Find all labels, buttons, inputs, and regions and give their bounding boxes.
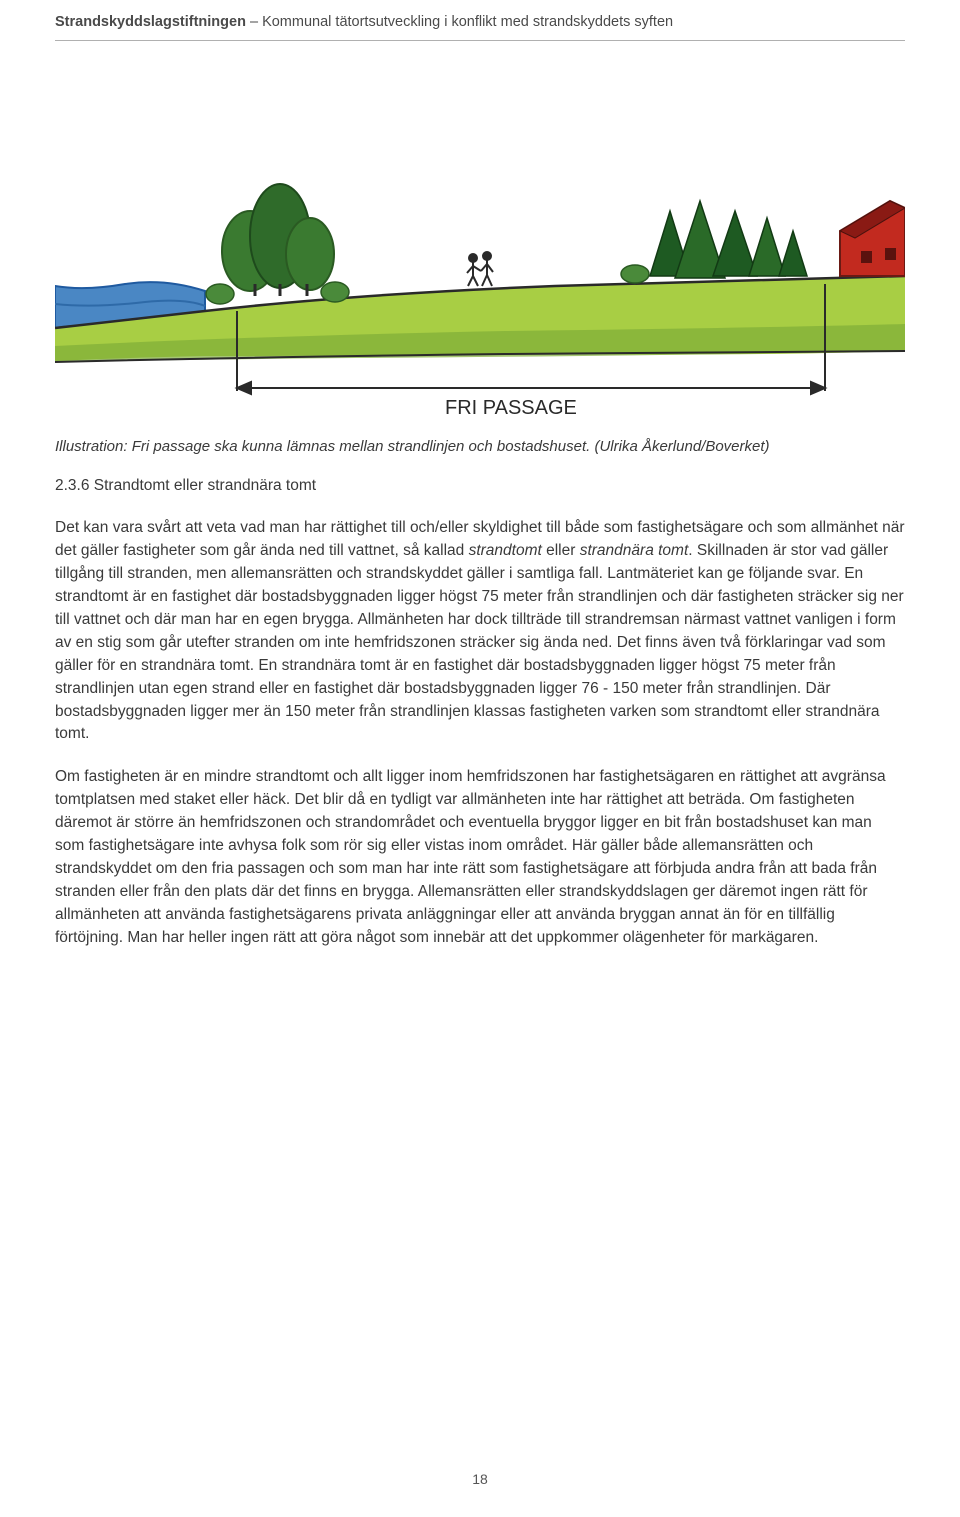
illustration-fri-passage: FRI PASSAGE: [55, 156, 905, 426]
tree-clump-right: [621, 201, 807, 283]
p1-italic-2: strandnära tomt: [580, 542, 689, 559]
people-figures: [467, 252, 493, 286]
paragraph-2: Om fastigheten är en mindre strandtomt o…: [55, 766, 905, 950]
header-bold: Strandskyddslagstiftningen: [55, 14, 246, 30]
page-number: 18: [0, 1471, 960, 1487]
fri-passage-svg: FRI PASSAGE: [55, 156, 905, 426]
p1-text-b: eller: [542, 542, 580, 559]
header-rest: – Kommunal tätortsutveckling i konflikt …: [246, 14, 673, 30]
p1-text-c: . Skillnaden är stor vad gäller tillgång…: [55, 542, 904, 743]
house-shape: [840, 201, 905, 276]
section-title: 2.3.6 Strandtomt eller strandnära tomt: [55, 477, 905, 495]
illustration-caption: Illustration: Fri passage ska kunna lämn…: [55, 438, 905, 455]
tree-clump-left: [206, 184, 349, 304]
p1-italic-1: strandtomt: [469, 542, 542, 559]
paragraph-1: Det kan vara svårt att veta vad man har …: [55, 517, 905, 746]
running-header: Strandskyddslagstiftningen – Kommunal tä…: [55, 0, 905, 41]
illustration-label: FRI PASSAGE: [445, 397, 577, 419]
